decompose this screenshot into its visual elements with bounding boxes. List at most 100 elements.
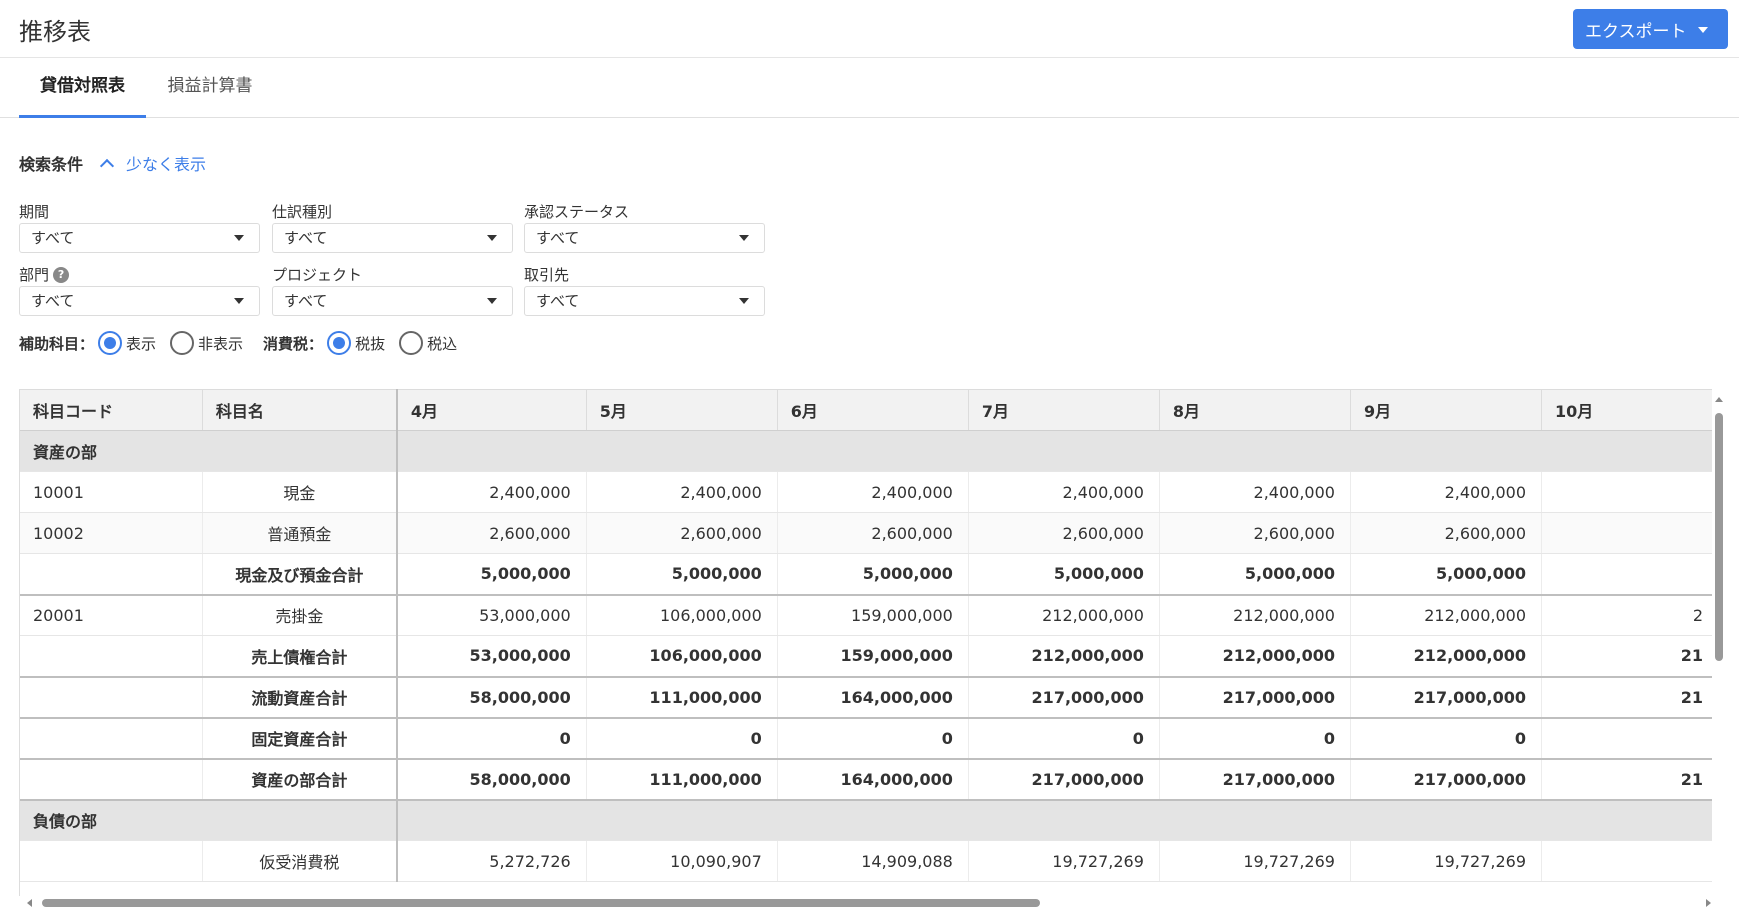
month-value-cell: 217,000,000 [1350, 676, 1543, 719]
account-code-cell: 資産の部 [20, 430, 203, 472]
month-value-cell: 0 [777, 717, 969, 760]
page-header: 推移表 エクスポート [0, 0, 1739, 58]
project-select[interactable]: すべて [272, 286, 513, 316]
month-value-cell: 2 [1541, 594, 1719, 636]
approval-filter: 承認ステータス すべて [524, 201, 765, 253]
tax-excluded-label: 税抜 [355, 334, 386, 353]
period-select[interactable]: すべて [19, 223, 260, 253]
month-value-cell [968, 799, 1160, 841]
page-title: 推移表 [19, 18, 91, 46]
month-value-cell: 14,909,088 [777, 840, 969, 882]
tax-label: 消費税： [263, 334, 324, 353]
period-filter: 期間 すべて [19, 201, 260, 253]
column-header: 4月 [396, 389, 587, 431]
transition-table[interactable]: 科目コード 科目名 4月 5月 6月 7月 8月 9月 10月 資産の部 10001 現金 2,400… [19, 389, 1719, 910]
total-row: 流動資産合計 58,000,000 111,000,000 164,000,000 21… [20, 676, 1719, 719]
department-label: 部門 [19, 266, 50, 284]
account-code-cell [20, 717, 203, 760]
search-conditions-title: 検索条件 [19, 155, 84, 174]
month-value-cell [1541, 717, 1719, 760]
help-icon[interactable]: ? [53, 267, 70, 283]
month-value-cell: 0 [1350, 717, 1543, 760]
export-button[interactable]: エクスポート [1573, 9, 1728, 49]
chevron-up-icon[interactable] [99, 158, 115, 174]
project-filter: プロジェクト すべて [272, 264, 513, 316]
month-value-cell: 111,000,000 [586, 676, 778, 719]
account-code-cell: 10002 [20, 512, 203, 554]
account-name-cell: 売掛金 [202, 594, 398, 636]
month-value-cell [586, 799, 778, 841]
account-name-cell: 固定資産合計 [202, 717, 398, 760]
scroll-left-icon[interactable] [27, 899, 32, 907]
department-filter: 部門 ? すべて [19, 264, 260, 316]
month-value-cell: 159,000,000 [777, 594, 969, 636]
scroll-thumb[interactable] [1715, 413, 1723, 661]
partner-select[interactable]: すべて [524, 286, 765, 316]
month-value-cell [1541, 471, 1719, 513]
month-value-cell: 5,272,726 [396, 840, 587, 882]
export-button-label: エクスポート [1585, 21, 1687, 42]
column-header: 科目コード [20, 389, 203, 431]
journal-type-select[interactable]: すべて [272, 223, 513, 253]
scroll-up-icon[interactable] [1715, 397, 1723, 402]
month-value-cell [1541, 430, 1719, 472]
month-value-cell: 2,600,000 [586, 512, 778, 554]
approval-select[interactable]: すべて [524, 223, 765, 253]
month-value-cell: 53,000,000 [396, 635, 587, 678]
month-value-cell: 5,000,000 [396, 553, 587, 596]
column-header: 5月 [586, 389, 778, 431]
account-name-cell: 普通預金 [202, 512, 398, 554]
caret-down-icon [487, 235, 497, 241]
account-code-cell [20, 840, 203, 882]
project-label: プロジェクト [272, 266, 363, 284]
journal-type-value: すべて [284, 229, 328, 247]
sub-account-hide-label: 非表示 [198, 334, 244, 353]
sub-account-hide-radio[interactable] [170, 331, 195, 355]
account-code-cell [20, 676, 203, 719]
approval-value: すべて [536, 229, 580, 247]
month-value-cell [968, 430, 1160, 472]
tax-excluded-radio[interactable] [327, 331, 352, 355]
month-value-cell: 19,727,269 [968, 840, 1160, 882]
month-value-cell: 19,727,269 [1350, 840, 1543, 882]
caret-down-icon [739, 298, 749, 304]
display-options: 補助科目： 表示 非表示 消費税： 税抜 税込 [19, 329, 471, 357]
month-value-cell [396, 799, 587, 841]
month-value-cell: 21 [1541, 758, 1719, 801]
account-name-cell: 現金及び預金合計 [202, 553, 398, 596]
account-name-cell: 流動資産合計 [202, 676, 398, 719]
month-value-cell: 2,600,000 [968, 512, 1160, 554]
tab-income-statement[interactable]: 損益計算書 [167, 76, 253, 96]
vertical-scrollbar[interactable] [1712, 389, 1726, 897]
month-value-cell: 5,000,000 [1159, 553, 1351, 596]
month-value-cell [396, 430, 587, 472]
column-header: 9月 [1350, 389, 1543, 431]
month-value-cell: 217,000,000 [1159, 676, 1351, 719]
month-value-cell: 111,000,000 [586, 758, 778, 801]
sub-account-label: 補助科目： [19, 334, 95, 353]
caret-down-icon [234, 235, 244, 241]
month-value-cell: 212,000,000 [968, 594, 1160, 636]
partner-value: すべて [536, 292, 580, 310]
horizontal-scrollbar[interactable] [19, 896, 1719, 910]
month-value-cell: 212,000,000 [1350, 594, 1543, 636]
month-value-cell: 5,000,000 [968, 553, 1160, 596]
tax-included-radio[interactable] [399, 331, 424, 355]
caret-down-icon [487, 298, 497, 304]
tab-balance-sheet[interactable]: 貸借対照表 [19, 58, 146, 118]
month-value-cell: 106,000,000 [586, 594, 778, 636]
sub-account-show-radio[interactable] [98, 331, 123, 355]
month-value-cell: 217,000,000 [968, 758, 1160, 801]
month-value-cell: 58,000,000 [396, 758, 587, 801]
month-value-cell: 2,600,000 [777, 512, 969, 554]
department-select[interactable]: すべて [19, 286, 260, 316]
month-value-cell [1350, 430, 1543, 472]
month-value-cell: 212,000,000 [968, 635, 1160, 678]
month-value-cell: 5,000,000 [586, 553, 778, 596]
month-value-cell: 19,727,269 [1159, 840, 1351, 882]
month-value-cell [586, 430, 778, 472]
scroll-thumb[interactable] [42, 899, 1040, 907]
show-less-link[interactable]: 少なく表示 [126, 155, 207, 174]
scroll-right-icon[interactable] [1706, 899, 1711, 907]
month-value-cell: 2,600,000 [396, 512, 587, 554]
